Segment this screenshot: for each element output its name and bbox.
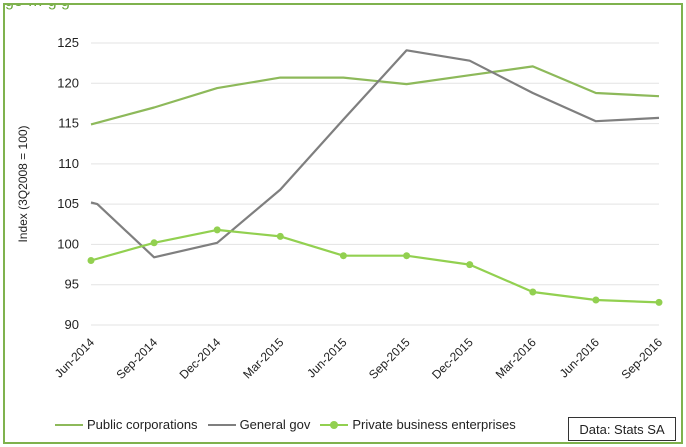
series-group bbox=[87, 49, 663, 306]
x-tick-label-mar-2016: Mar-2016 bbox=[493, 335, 539, 381]
legend-swatch-private-business-enterprises bbox=[320, 420, 349, 429]
gridlines bbox=[91, 42, 659, 326]
legend-label-public-corporations: Public corporations bbox=[87, 417, 198, 432]
x-tick-label-dec-2015: Dec-2015 bbox=[429, 335, 476, 382]
x-tick-label-dec-2014: Dec-2014 bbox=[177, 335, 224, 382]
y-tick-label-90: 90 bbox=[65, 317, 79, 332]
x-tick-label-sep-2014: Sep-2014 bbox=[114, 335, 161, 382]
y-tick-label-125: 125 bbox=[57, 35, 79, 50]
series-line-private-business-enterprises bbox=[90, 228, 660, 304]
point-private-business-enterprises-mar-2016 bbox=[529, 288, 537, 296]
point-private-business-enterprises-sep-2016 bbox=[655, 298, 663, 306]
x-tick-label-jun-2015: Jun-2015 bbox=[304, 335, 350, 381]
legend-item-general-gov: General gov bbox=[207, 417, 311, 432]
y-tick-label-115: 115 bbox=[58, 116, 79, 131]
legend: Public corporations General gov Private … bbox=[55, 417, 526, 432]
chart-frame: ge … g g 90 95 100 105 110 115 120 125 Jun-2014… bbox=[3, 3, 683, 444]
y-axis-label: Index (3Q2008 = 100) bbox=[16, 125, 30, 242]
x-axis-ticks: Jun-2014 Sep-2014 Dec-2014 Mar-2015 Jun-2015… bbox=[52, 335, 666, 382]
y-axis-ticks: 90 95 100 105 110 115 120 125 bbox=[57, 35, 79, 332]
y-tick-label-100: 100 bbox=[57, 236, 79, 251]
y-tick-label-120: 120 bbox=[57, 75, 79, 90]
legend-swatch-public-corporations bbox=[55, 423, 83, 426]
point-private-business-enterprises-sep-2015 bbox=[403, 252, 411, 260]
y-tick-label-105: 105 bbox=[57, 196, 79, 211]
y-tick-label-110: 110 bbox=[58, 156, 79, 171]
x-tick-label-sep-2015: Sep-2015 bbox=[366, 335, 413, 382]
legend-label-general-gov: General gov bbox=[239, 417, 311, 432]
x-tick-label-sep-2016: Sep-2016 bbox=[618, 335, 665, 382]
source-note: Data: Stats SA bbox=[568, 417, 676, 441]
series-line-general-gov bbox=[90, 49, 660, 259]
point-private-business-enterprises-jun-2015 bbox=[339, 252, 347, 260]
legend-label-private-business-enterprises: Private business enterprises bbox=[352, 417, 516, 432]
cropped-title-text: ge … g g bbox=[5, 5, 70, 11]
y-tick-label-95: 95 bbox=[65, 277, 79, 292]
x-tick-label-jun-2016: Jun-2016 bbox=[557, 335, 603, 381]
x-tick-label-jun-2014: Jun-2014 bbox=[52, 335, 98, 381]
legend-item-private-business-enterprises: Private business enterprises bbox=[320, 417, 516, 432]
line-chart: 90 95 100 105 110 115 120 125 Jun-2014 Sep-2014 D… bbox=[16, 35, 666, 382]
point-private-business-enterprises-dec-2014 bbox=[213, 226, 221, 234]
point-private-business-enterprises-dec-2015 bbox=[466, 261, 474, 269]
legend-swatch-general-gov bbox=[207, 423, 236, 426]
point-private-business-enterprises-jun-2016 bbox=[592, 296, 600, 304]
series-line-public-corporations bbox=[90, 65, 660, 126]
point-private-business-enterprises-mar-2015 bbox=[276, 232, 284, 240]
point-private-business-enterprises-sep-2014 bbox=[150, 239, 158, 247]
legend-item-public-corporations: Public corporations bbox=[55, 417, 198, 432]
x-tick-label-mar-2015: Mar-2015 bbox=[240, 335, 286, 381]
point-private-business-enterprises-jun-2014 bbox=[87, 257, 95, 264]
